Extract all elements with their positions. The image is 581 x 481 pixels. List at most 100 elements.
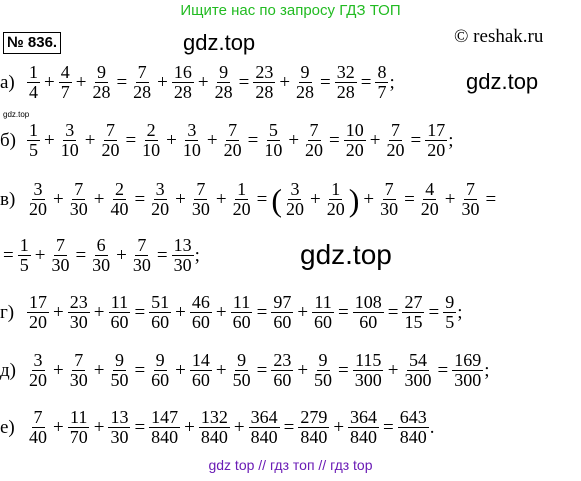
- operator: +: [116, 244, 127, 266]
- fraction: 7 30: [190, 180, 212, 219]
- equation-row-v-cont: = 1 5 +7 30 = 6 30 +7 30 = 13 30;: [0, 236, 200, 275]
- operator: =: [134, 359, 146, 381]
- punctuation: ;: [457, 301, 463, 323]
- operator: +: [84, 129, 96, 151]
- numerator: 132: [198, 407, 230, 428]
- operator: +: [184, 416, 195, 438]
- denominator: 10: [182, 140, 201, 160]
- equation-row-e: е) 7 40 +11 70 +13 30 = 147 840 +132 840 +364 840 = 279…: [0, 408, 435, 447]
- fraction: 3 20: [27, 180, 49, 219]
- fraction: 11 60: [230, 293, 253, 332]
- denominator: 840: [250, 427, 278, 447]
- fraction: 1 20: [231, 180, 253, 219]
- numerator: 2: [144, 120, 158, 141]
- operator: +: [175, 359, 186, 381]
- denominator: 30: [92, 255, 111, 275]
- denominator: 5: [445, 312, 455, 332]
- numerator: 9: [235, 350, 249, 371]
- search-banner: Ищите нас по запросу ГДЗ ТОП: [180, 2, 401, 19]
- numerator: 5: [266, 120, 280, 141]
- denominator: 20: [151, 199, 170, 219]
- numerator: 1: [329, 179, 343, 200]
- numerator: 9: [94, 62, 108, 83]
- equation-row-a: а) 1 4 +4 7 +9 28 = 7 28 +16 28 +9 28 = 23 28 +9 28 = 32 28 = 8…: [0, 63, 395, 102]
- row-label: д): [0, 359, 16, 381]
- fraction: 5 10: [262, 121, 284, 160]
- operator: =: [125, 129, 137, 151]
- fraction: 7 20: [303, 121, 325, 160]
- operator: =: [485, 188, 497, 210]
- denominator: 20: [285, 199, 304, 219]
- fraction: 7 30: [68, 180, 90, 219]
- numerator: 11: [312, 292, 334, 313]
- operator: +: [93, 416, 105, 438]
- numerator: 7: [72, 179, 86, 200]
- equation-row-d: д) 3 20 +7 30 +9 50 = 9 60 +14 60 +9 50 = 23 60 +9 50 = 115 3…: [0, 351, 489, 390]
- denominator: 10: [264, 140, 283, 160]
- numerator: 364: [348, 407, 380, 428]
- punctuation: ;: [448, 129, 454, 151]
- fraction: 17 20: [425, 121, 448, 160]
- numerator: 10: [343, 120, 366, 141]
- denominator: 7: [377, 82, 387, 102]
- denominator: 28: [214, 82, 233, 102]
- operator: +: [93, 188, 105, 210]
- denominator: 60: [110, 312, 129, 332]
- denominator: 50: [110, 370, 129, 390]
- fraction: 4 20: [419, 180, 441, 219]
- numerator: 115: [353, 350, 384, 371]
- operator: =: [134, 416, 146, 438]
- numerator: 9: [112, 350, 126, 371]
- operator: =: [360, 71, 372, 93]
- fraction: 46 60: [189, 293, 212, 332]
- denominator: 28: [255, 82, 274, 102]
- denominator: 60: [232, 312, 251, 332]
- denominator: 20: [386, 140, 405, 160]
- numerator: 7: [72, 350, 86, 371]
- denominator: 60: [191, 312, 210, 332]
- denominator: 40: [110, 199, 129, 219]
- operator: +: [175, 301, 186, 323]
- numerator: 3: [63, 120, 77, 141]
- operator: +: [309, 188, 321, 210]
- denominator: 50: [314, 370, 333, 390]
- equation-row-b: б) 1 5 +3 10 +7 20 = 2 10 +3 10 +7 20 = 5 10 +7 20 = 10 20 +7 2…: [0, 121, 453, 160]
- fraction: 54 300: [402, 351, 433, 390]
- operator: =: [238, 71, 250, 93]
- denominator: 20: [29, 199, 47, 219]
- operator: +: [197, 71, 209, 93]
- operator: +: [53, 301, 64, 323]
- operator: =: [320, 71, 331, 93]
- fraction: 169 300: [452, 351, 484, 390]
- numerator: 108: [352, 292, 384, 313]
- operator: +: [175, 188, 186, 210]
- fraction: 364 840: [248, 408, 280, 447]
- fraction: 108 60: [352, 292, 384, 332]
- operator: +: [363, 188, 375, 210]
- operator: =: [283, 416, 295, 438]
- punctuation: ;: [194, 244, 200, 266]
- denominator: 60: [273, 370, 292, 390]
- fraction: 10 20: [343, 120, 366, 160]
- operator: =: [410, 129, 422, 151]
- operator: =: [156, 244, 168, 266]
- equation-row-g: г) 17 20 +23 30 +11 60 = 51 60 +46 60 +11 60 = 97 60 +11 6…: [0, 293, 462, 332]
- operator: +: [44, 71, 55, 93]
- fraction: 3 10: [181, 121, 203, 160]
- denominator: 30: [380, 199, 399, 219]
- denominator: 30: [69, 312, 88, 332]
- numerator: 7: [135, 235, 149, 256]
- numerator: 3: [31, 179, 45, 200]
- operator: +: [444, 188, 456, 210]
- parenthesis: ): [348, 181, 360, 218]
- fraction: 7 28: [131, 63, 153, 102]
- numerator: 3: [31, 350, 45, 371]
- denominator: 20: [420, 199, 439, 219]
- numerator: 14: [189, 350, 212, 371]
- numerator: 643: [397, 407, 429, 428]
- numerator: 9: [298, 62, 312, 83]
- watermark-top: gdz.top: [183, 30, 256, 55]
